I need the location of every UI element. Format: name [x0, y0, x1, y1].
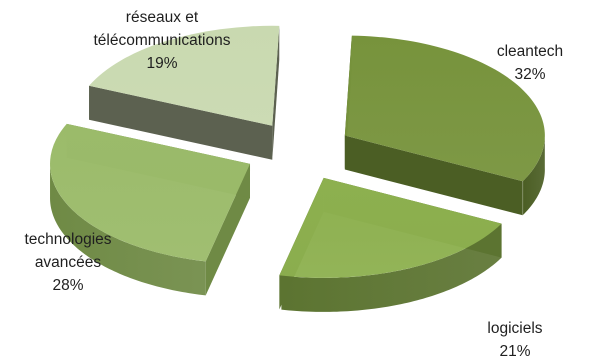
slice-category-label: logiciels — [487, 320, 542, 337]
slice-label-technologies-avanc-es: technologies avancées 28% — [24, 231, 111, 294]
pie-slice-technologies-avanc-es — [50, 123, 251, 296]
slice-percent-label: 19% — [146, 55, 177, 72]
label-layer: cleantech 32% logiciels 21% technologies avan… — [24, 9, 563, 360]
pie-slice-top — [344, 35, 545, 182]
slice-label-logiciels: logiciels 21% — [487, 320, 542, 360]
slice-label-r-seaux-et-t-l-communications: réseaux et télécommunications 19% — [94, 9, 231, 72]
slice-category-label: technologies — [24, 231, 111, 248]
pie-slice-wall — [272, 25, 280, 160]
slice-label-cleantech: cleantech 32% — [497, 43, 563, 83]
pie-slice-r-seaux-et-t-l-communications — [89, 25, 280, 160]
pie-slice-top — [89, 25, 280, 126]
slice-layer — [50, 25, 545, 312]
pie-slice-top — [279, 177, 502, 278]
pie-slice-wall — [344, 135, 523, 216]
pie-slice-wall — [89, 85, 273, 160]
pie-slice-side — [50, 162, 206, 296]
pie-slice-cleantech — [344, 35, 545, 216]
pie-slice-side — [281, 223, 502, 312]
pie-slice-side — [523, 133, 545, 215]
pie-slice-wall — [205, 163, 251, 296]
slice-category-label: réseaux et — [126, 9, 199, 26]
pie-slice-top — [50, 123, 251, 262]
slice-category-label: télécommunications — [94, 32, 231, 49]
slice-category-label: cleantech — [497, 43, 563, 60]
slice-percent-label: 21% — [499, 343, 530, 360]
pie-slice-logiciels — [279, 177, 502, 312]
slice-category-label: avancées — [35, 254, 102, 271]
slice-percent-label: 28% — [52, 277, 83, 294]
slice-percent-label: 32% — [514, 66, 545, 83]
